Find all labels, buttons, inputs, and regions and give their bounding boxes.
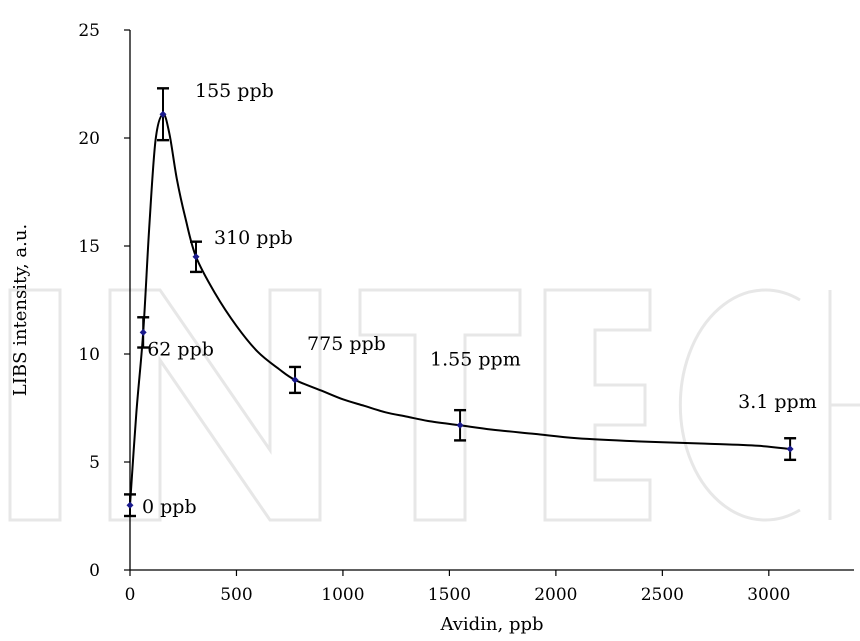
watermark-stroke-1 (108, 288, 322, 522)
x-tick-label: 2000 (534, 585, 577, 605)
y-tick-label: 15 (78, 237, 100, 257)
data-point (456, 421, 464, 429)
watermark-stroke-2 (358, 288, 522, 522)
x-tick-label: 1500 (428, 585, 471, 605)
data-point (192, 253, 200, 261)
data-label: 310 ppb (214, 227, 293, 249)
axes (129, 30, 854, 571)
tick-label-layer: 0 500 1000 1500 2000 2500 3000 0 5 10 15 20 25 (78, 21, 790, 605)
y-axis-title: LIBS intensity, a.u. (10, 224, 31, 396)
data-label: 155 ppb (195, 80, 274, 102)
x-tick-label: 3000 (747, 585, 790, 605)
series-fit-line (129, 113, 791, 506)
data-point (291, 376, 299, 384)
x-tick-label: 500 (220, 585, 252, 605)
data-label: 0 ppb (142, 496, 197, 518)
y-tick-label: 10 (78, 345, 100, 365)
x-tick-label: 2500 (641, 585, 684, 605)
y-tick-label: 25 (78, 21, 100, 41)
x-axis-title: Avidin, ppb (439, 614, 543, 635)
point-label-layer: 0 ppb 62 ppb 155 ppb 310 ppb 775 ppb 1.55 ppm… (142, 80, 817, 518)
watermark-stroke-5 (828, 290, 860, 520)
data-point (786, 445, 794, 453)
watermark-stroke-4 (678, 288, 801, 522)
y-tick-label: 20 (78, 129, 100, 149)
watermark-stroke-3 (543, 288, 652, 522)
data-label: 62 ppb (147, 338, 214, 360)
y-tick-label: 0 (89, 561, 100, 581)
fit-curve-layer (129, 113, 791, 506)
data-point (139, 328, 147, 336)
data-label: 775 ppb (307, 333, 386, 355)
x-tick-label: 0 (125, 585, 136, 605)
watermark-logo (8, 288, 860, 522)
data-point (159, 110, 167, 118)
watermark-stroke-0 (8, 288, 62, 522)
data-point-layer (126, 110, 794, 509)
data-label: 1.55 ppm (430, 348, 521, 370)
y-tick-label: 5 (89, 453, 100, 473)
x-tick-label: 1000 (321, 585, 364, 605)
data-point (126, 501, 134, 509)
data-label: 3.1 ppm (738, 391, 817, 413)
